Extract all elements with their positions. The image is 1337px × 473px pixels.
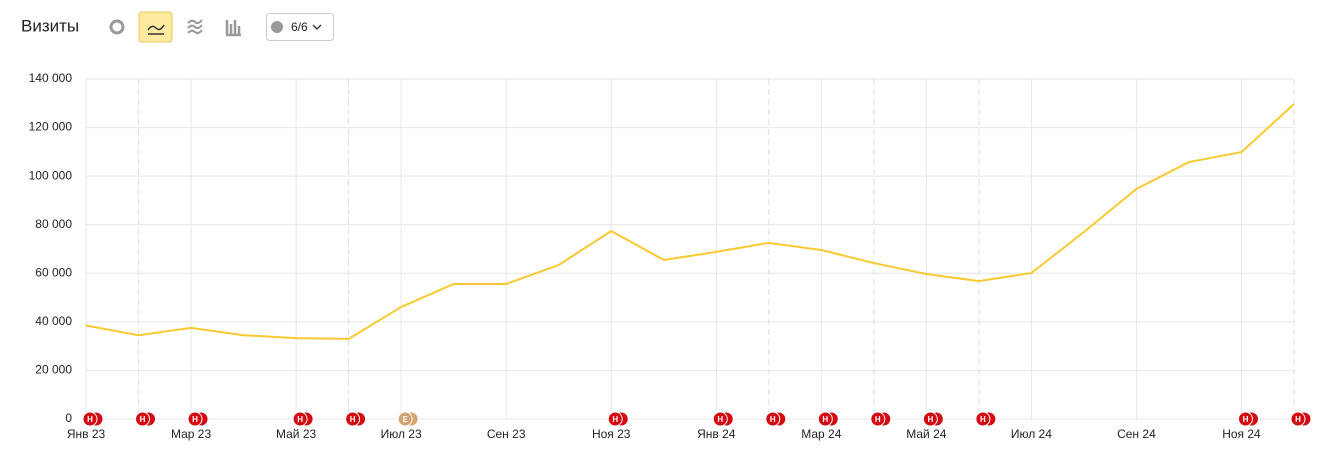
comments-toggle[interactable]: 6/6 [266,13,334,41]
annotation[interactable]: Е [397,411,419,427]
x-tick-label: Сен 23 [487,427,526,441]
annotation[interactable]: Н [765,411,787,427]
x-tick-label: Май 24 [906,427,947,441]
annotation-label: Н [875,415,881,424]
annotation-label: Н [87,415,93,424]
annotation-icon [82,411,98,427]
annotation-label: Н [1295,415,1301,424]
annotation-label: Н [822,415,828,424]
x-tick-label: Мар 24 [801,427,841,441]
y-tick-label: 20 000 [35,363,72,377]
annotation[interactable]: Н [870,411,892,427]
x-tick-label: Ноя 23 [592,427,631,441]
annotation[interactable]: Н [975,411,997,427]
annotation-label: Н [770,415,776,424]
x-tick-label: Янв 23 [67,427,106,441]
annotation-icon [870,411,886,427]
x-tick-label: Июл 23 [381,427,422,441]
y-tick-label: 140 000 [29,71,73,85]
annotation-icon [1290,411,1306,427]
annotation[interactable]: Н [817,411,839,427]
annotation[interactable]: Н [1290,411,1312,427]
chart: 0 20 000 40 000 60 000 80 000 100 000 120 000 1… [29,71,1312,441]
annotation-label: Н [350,415,356,424]
y-tick-label: 0 [65,411,72,425]
annotation[interactable]: Н [82,411,104,427]
comments-count: 6/6 [291,20,308,34]
y-tick-label: 120 000 [29,120,73,134]
annotation-label: Н [612,415,618,424]
annotation[interactable]: Н [607,411,629,427]
annotation-icon [607,411,623,427]
annotation-label: Н [980,415,986,424]
annotation-label: Н [297,415,303,424]
x-tick-label: Мар 23 [171,427,211,441]
chart-type-bars[interactable] [225,20,241,37]
annotation[interactable]: Н [187,411,209,427]
annotation-icon [712,411,728,427]
chart-type-pie[interactable] [109,19,125,35]
y-tick-label: 100 000 [29,168,73,182]
x-tick-label: Май 23 [276,427,317,441]
annotation-icon [975,411,991,427]
annotation-label: Н [1243,415,1249,424]
x-tick-label: Сен 24 [1117,427,1156,441]
annotation-label: Н [927,415,933,424]
chart-type-area[interactable] [187,19,203,35]
annotation[interactable]: Н [292,411,314,427]
annotation-icon [817,411,833,427]
y-tick-label: 60 000 [35,265,72,279]
annotation-icon [922,411,938,427]
x-tick-label: Ноя 24 [1222,427,1261,441]
x-tick-label: Янв 24 [697,427,736,441]
annotation-icon [397,411,413,427]
y-tick-label: 40 000 [35,314,72,328]
y-tick-label: 80 000 [35,217,72,231]
x-tick-label: Июл 24 [1011,427,1052,441]
annotation-icon [1237,411,1253,427]
annotation[interactable]: Н [922,411,944,427]
annotation[interactable]: Н [135,411,157,427]
annotation-icon [345,411,361,427]
chart-type-line[interactable] [138,11,173,43]
annotation-label: Н [192,415,198,424]
annotation-icon [765,411,781,427]
annotation-icon [187,411,203,427]
annotation[interactable]: Н [712,411,734,427]
annotation-label: Е [402,415,408,424]
annotation-icon [135,411,151,427]
annotation[interactable]: Н [345,411,367,427]
series-line [85,103,1295,340]
annotation-label: Н [140,415,146,424]
annotation-icon [292,411,308,427]
annotation-label: Н [717,415,723,424]
page-title: Визиты [21,16,79,35]
annotation[interactable]: Н [1237,411,1259,427]
